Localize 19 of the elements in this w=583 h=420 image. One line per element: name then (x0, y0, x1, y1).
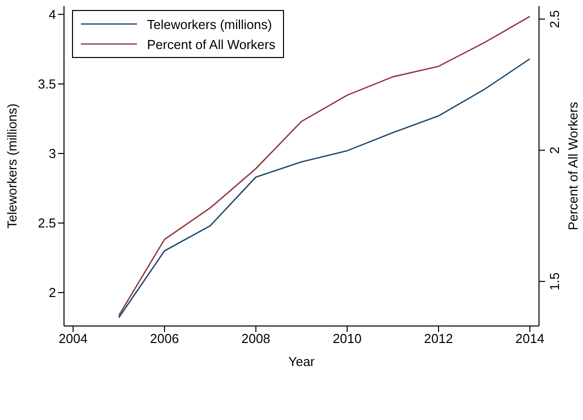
y-tick-label: 4 (48, 6, 56, 22)
y2-tick-label: 2 (547, 146, 562, 154)
x-tick-label: 2012 (424, 331, 453, 346)
y2-axis-title: Percent of All Workers (566, 101, 581, 230)
y2-tick-label: 1.5 (547, 272, 562, 290)
x-tick-label: 2010 (332, 331, 362, 346)
x-tick-label: 2008 (241, 331, 270, 346)
y-tick-label: 2.5 (38, 216, 56, 231)
x-tick-label: 2006 (150, 331, 179, 346)
y2-tick-label: 2.5 (547, 10, 562, 28)
y-tick-label: 3.5 (38, 76, 56, 92)
y-axis-title: Teleworkers (millions) (4, 104, 20, 228)
legend-label: Percent of All Workers (147, 36, 276, 52)
x-tick-label: 2004 (58, 331, 88, 346)
legend-label: Teleworkers (millions) (147, 16, 272, 32)
x-axis-title: Year (288, 354, 316, 369)
y-tick-label: 3 (48, 146, 56, 162)
x-tick-label: 2014 (515, 331, 544, 346)
y-tick-label: 2 (48, 285, 56, 300)
